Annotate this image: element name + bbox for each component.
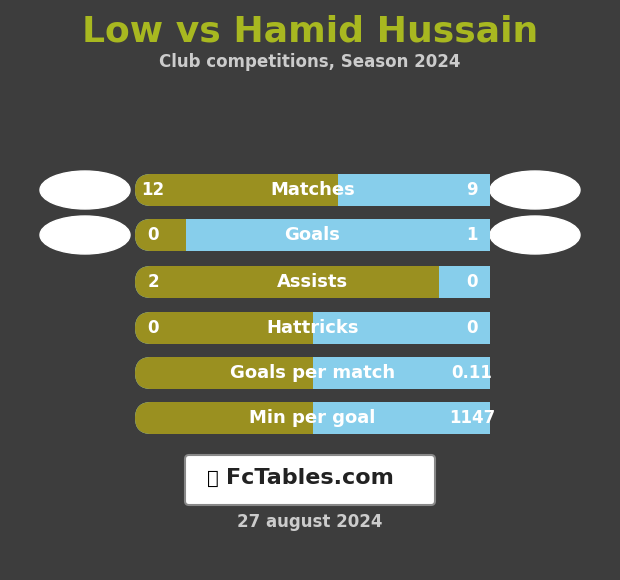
Bar	[296, 312, 312, 344]
Text: 1147: 1147	[449, 409, 495, 427]
Ellipse shape	[40, 171, 130, 209]
FancyBboxPatch shape	[135, 219, 490, 251]
FancyBboxPatch shape	[135, 174, 338, 206]
Text: 📊: 📊	[207, 469, 219, 488]
Ellipse shape	[490, 216, 580, 254]
FancyBboxPatch shape	[135, 312, 312, 344]
Text: 1: 1	[466, 226, 478, 244]
FancyBboxPatch shape	[135, 402, 490, 434]
Text: FcTables.com: FcTables.com	[226, 468, 394, 488]
Bar	[312, 357, 490, 389]
Text: 12: 12	[141, 181, 164, 199]
Text: Goals per match: Goals per match	[230, 364, 395, 382]
Bar	[312, 402, 490, 434]
Ellipse shape	[40, 216, 130, 254]
Text: 2: 2	[147, 273, 159, 291]
Text: Goals: Goals	[285, 226, 340, 244]
FancyBboxPatch shape	[135, 312, 490, 344]
Bar	[296, 402, 312, 434]
Text: 0: 0	[466, 273, 478, 291]
FancyBboxPatch shape	[135, 402, 312, 434]
Bar	[170, 219, 186, 251]
Text: Club competitions, Season 2024: Club competitions, Season 2024	[159, 53, 461, 71]
Text: Hattricks: Hattricks	[266, 319, 359, 337]
Bar	[312, 312, 490, 344]
Ellipse shape	[490, 171, 580, 209]
FancyBboxPatch shape	[185, 455, 435, 505]
Bar	[186, 219, 490, 251]
Text: Matches: Matches	[270, 181, 355, 199]
FancyBboxPatch shape	[135, 266, 490, 298]
Text: 0: 0	[466, 319, 478, 337]
Bar	[338, 174, 490, 206]
Bar	[423, 266, 439, 298]
FancyBboxPatch shape	[135, 357, 490, 389]
Text: 27 august 2024: 27 august 2024	[237, 513, 383, 531]
Text: 0: 0	[148, 226, 159, 244]
Text: Assists: Assists	[277, 273, 348, 291]
FancyBboxPatch shape	[135, 357, 312, 389]
Text: 0.11: 0.11	[451, 364, 492, 382]
FancyBboxPatch shape	[135, 219, 186, 251]
Text: 0: 0	[148, 319, 159, 337]
Text: 9: 9	[466, 181, 478, 199]
Bar	[296, 357, 312, 389]
Bar	[439, 266, 490, 298]
Bar	[322, 174, 338, 206]
FancyBboxPatch shape	[135, 266, 439, 298]
Text: Min per goal: Min per goal	[249, 409, 376, 427]
Text: Low vs Hamid Hussain: Low vs Hamid Hussain	[82, 15, 538, 49]
FancyBboxPatch shape	[135, 174, 490, 206]
